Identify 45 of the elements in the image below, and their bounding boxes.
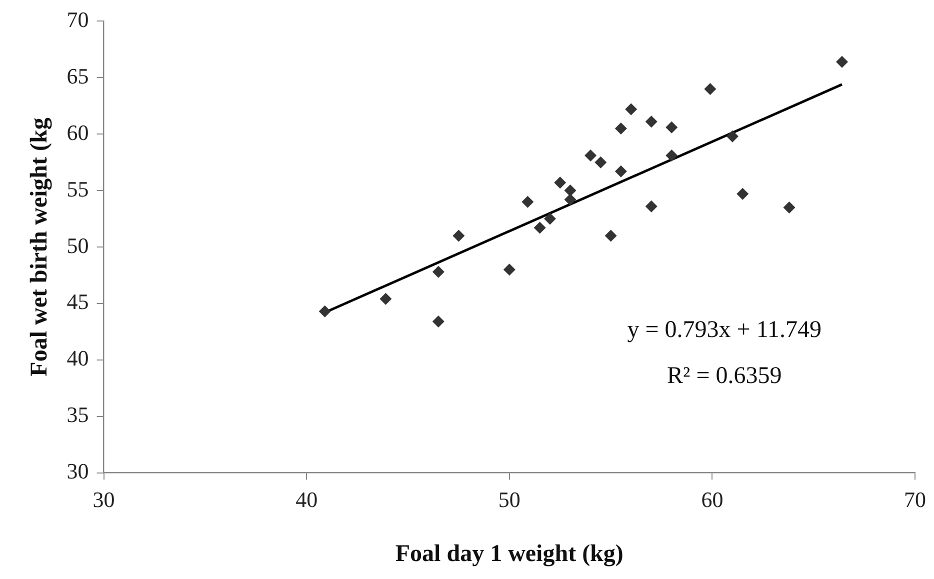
- point: [726, 130, 738, 142]
- point: [704, 82, 716, 95]
- point: [432, 266, 444, 278]
- point: [736, 188, 749, 200]
- point: [645, 116, 658, 128]
- point: [584, 150, 597, 162]
- point: [452, 230, 465, 242]
- point: [614, 122, 627, 134]
- x-tick-label: 50: [498, 486, 520, 512]
- point: [594, 156, 607, 168]
- point: [554, 176, 566, 189]
- point: [522, 196, 534, 208]
- y-tick-label: 30: [66, 458, 89, 484]
- point: [783, 201, 796, 214]
- point: [318, 305, 331, 318]
- point: [614, 165, 627, 178]
- point: [666, 121, 678, 134]
- y-tick-label: 55: [66, 176, 89, 202]
- x-tick-label: 70: [904, 486, 926, 512]
- point: [534, 222, 546, 234]
- y-tick-label: 60: [66, 120, 89, 145]
- point: [645, 200, 658, 212]
- point: [544, 212, 556, 225]
- y-tick-label: 70: [66, 6, 89, 32]
- y-tick-label: 50: [66, 232, 89, 258]
- x-tick-label: 60: [701, 486, 724, 512]
- x-axis-title: Foal day 1 weight (kg): [395, 540, 624, 567]
- y-tick-label: 35: [66, 402, 89, 428]
- point: [432, 316, 444, 328]
- y-axis-title: Foal wet birth weight (kg: [26, 118, 53, 376]
- point: [380, 292, 392, 305]
- point: [666, 150, 678, 162]
- x-tick-label: 30: [92, 486, 115, 512]
- annotation: y = 0.793x + 11.749: [627, 316, 822, 343]
- point: [564, 194, 576, 206]
- point: [564, 184, 576, 197]
- point: [625, 103, 638, 116]
- point: [836, 56, 848, 68]
- annotation: R² = 0.6359: [666, 362, 782, 389]
- y-tick-label: 45: [66, 289, 89, 314]
- y-tick-label: 65: [66, 63, 89, 88]
- point: [604, 230, 617, 242]
- point: [503, 264, 516, 276]
- y-tick-label: 40: [66, 346, 89, 371]
- x-tick-label: 40: [296, 486, 318, 512]
